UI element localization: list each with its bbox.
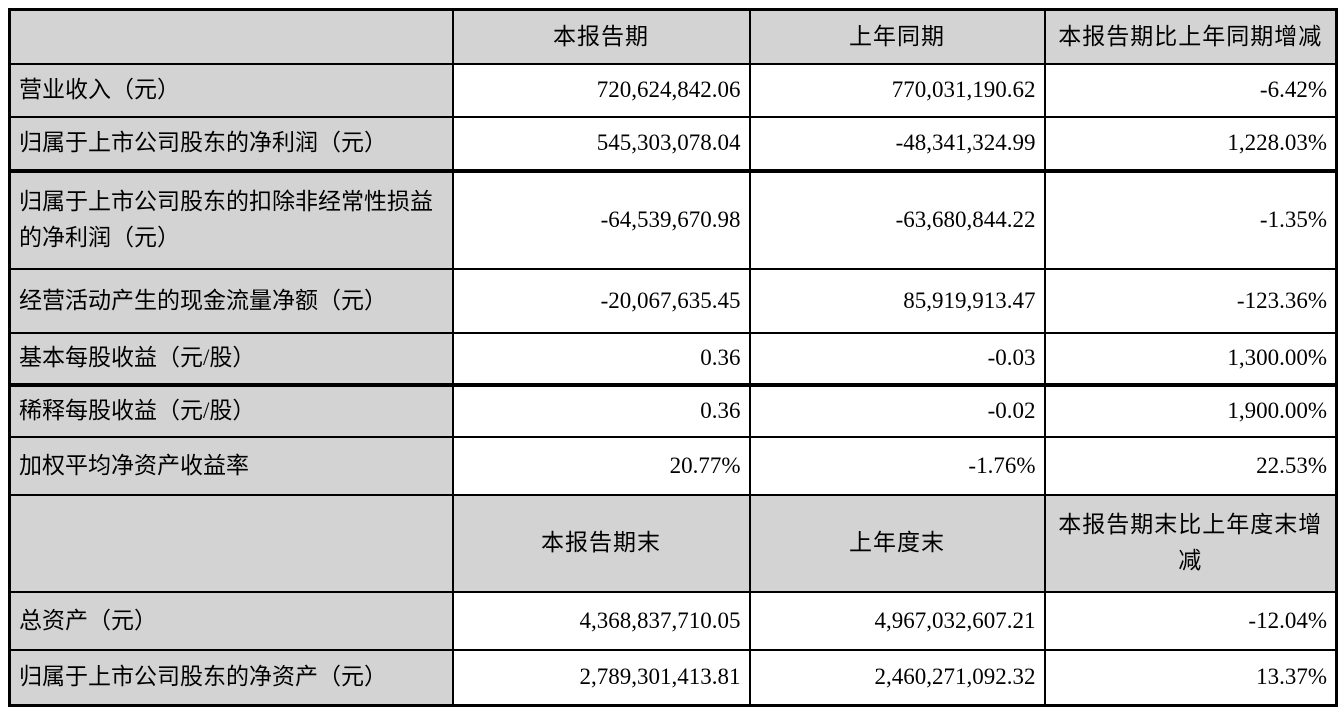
change-value: -1.35% bbox=[1043, 169, 1338, 270]
current-period-value: 720,624,842.06 bbox=[451, 62, 751, 118]
change-value: -6.42% bbox=[1043, 62, 1338, 118]
header-end-of-prior-year: 上年度末 bbox=[748, 493, 1046, 593]
current-period-value: 4,368,837,710.05 bbox=[451, 590, 751, 651]
change-value: 1,228.03% bbox=[1043, 115, 1338, 173]
change-value: 1,900.00% bbox=[1043, 383, 1338, 438]
prior-period-value: 4,967,032,607.21 bbox=[748, 590, 1046, 651]
table-row-weighted-avg-roe: 加权平均净资产收益率 20.77% -1.76% 22.53% bbox=[8, 435, 1338, 496]
table-row-diluted-eps: 稀释每股收益（元/股） 0.36 -0.02 1,900.00% bbox=[8, 383, 1338, 438]
header-change-vs-prior-year-end: 本报告期末比上年度末增减 bbox=[1043, 493, 1338, 593]
prior-period-value: 85,919,913.47 bbox=[748, 267, 1046, 334]
metric-label: 基本每股收益（元/股） bbox=[8, 331, 454, 387]
current-period-value: 545,303,078.04 bbox=[451, 115, 751, 173]
header-row-period: 本报告期 上年同期 本报告期比上年同期增减 bbox=[8, 8, 1338, 65]
change-value: -12.04% bbox=[1043, 590, 1338, 651]
current-period-value: 0.36 bbox=[451, 383, 751, 438]
prior-period-value: -48,341,324.99 bbox=[748, 115, 1046, 173]
current-period-value: 2,789,301,413.81 bbox=[451, 648, 751, 707]
table-row-operating-revenue: 营业收入（元） 720,624,842.06 770,031,190.62 -6… bbox=[8, 62, 1338, 118]
current-period-value: -64,539,670.98 bbox=[451, 169, 751, 270]
header-change-vs-prior-period: 本报告期比上年同期增减 bbox=[1043, 8, 1338, 65]
corner-cell bbox=[8, 493, 454, 593]
change-value: 22.53% bbox=[1043, 435, 1338, 496]
prior-period-value: -0.03 bbox=[748, 331, 1046, 387]
metric-label: 总资产（元） bbox=[8, 590, 454, 651]
metric-label: 营业收入（元） bbox=[8, 62, 454, 118]
metric-label: 经营活动产生的现金流量净额（元） bbox=[8, 267, 454, 334]
table-row-net-profit-excl-nonrecurring: 归属于上市公司股东的扣除非经常性损益的净利润（元） -64,539,670.98… bbox=[8, 169, 1338, 270]
table-row-operating-cash-flow: 经营活动产生的现金流量净额（元） -20,067,635.45 85,919,9… bbox=[8, 267, 1338, 334]
prior-period-value: 770,031,190.62 bbox=[748, 62, 1046, 118]
financial-summary-table: 本报告期 上年同期 本报告期比上年同期增减 营业收入（元） 720,624,84… bbox=[8, 8, 1338, 707]
metric-label: 加权平均净资产收益率 bbox=[8, 435, 454, 496]
metric-label: 归属于上市公司股东的净资产（元） bbox=[8, 648, 454, 707]
corner-cell bbox=[8, 8, 454, 65]
change-value: -123.36% bbox=[1043, 267, 1338, 334]
prior-period-value: -1.76% bbox=[748, 435, 1046, 496]
change-value: 1,300.00% bbox=[1043, 331, 1338, 387]
header-end-of-report-period: 本报告期末 bbox=[451, 493, 751, 593]
table-row-basic-eps: 基本每股收益（元/股） 0.36 -0.03 1,300.00% bbox=[8, 331, 1338, 387]
metric-label: 稀释每股收益（元/股） bbox=[8, 383, 454, 438]
table-row-net-profit: 归属于上市公司股东的净利润（元） 545,303,078.04 -48,341,… bbox=[8, 115, 1338, 173]
current-period-value: -20,067,635.45 bbox=[451, 267, 751, 334]
header-prior-year-period: 上年同期 bbox=[748, 8, 1046, 65]
table-row-net-assets: 归属于上市公司股东的净资产（元） 2,789,301,413.81 2,460,… bbox=[8, 648, 1338, 707]
header-current-period: 本报告期 bbox=[451, 8, 751, 65]
table-row-total-assets: 总资产（元） 4,368,837,710.05 4,967,032,607.21… bbox=[8, 590, 1338, 651]
metric-label: 归属于上市公司股东的扣除非经常性损益的净利润（元） bbox=[8, 169, 454, 270]
change-value: 13.37% bbox=[1043, 648, 1338, 707]
header-row-end-of-period: 本报告期末 上年度末 本报告期末比上年度末增减 bbox=[8, 493, 1338, 593]
prior-period-value: 2,460,271,092.32 bbox=[748, 648, 1046, 707]
current-period-value: 0.36 bbox=[451, 331, 751, 387]
prior-period-value: -63,680,844.22 bbox=[748, 169, 1046, 270]
metric-label: 归属于上市公司股东的净利润（元） bbox=[8, 115, 454, 173]
prior-period-value: -0.02 bbox=[748, 383, 1046, 438]
current-period-value: 20.77% bbox=[451, 435, 751, 496]
